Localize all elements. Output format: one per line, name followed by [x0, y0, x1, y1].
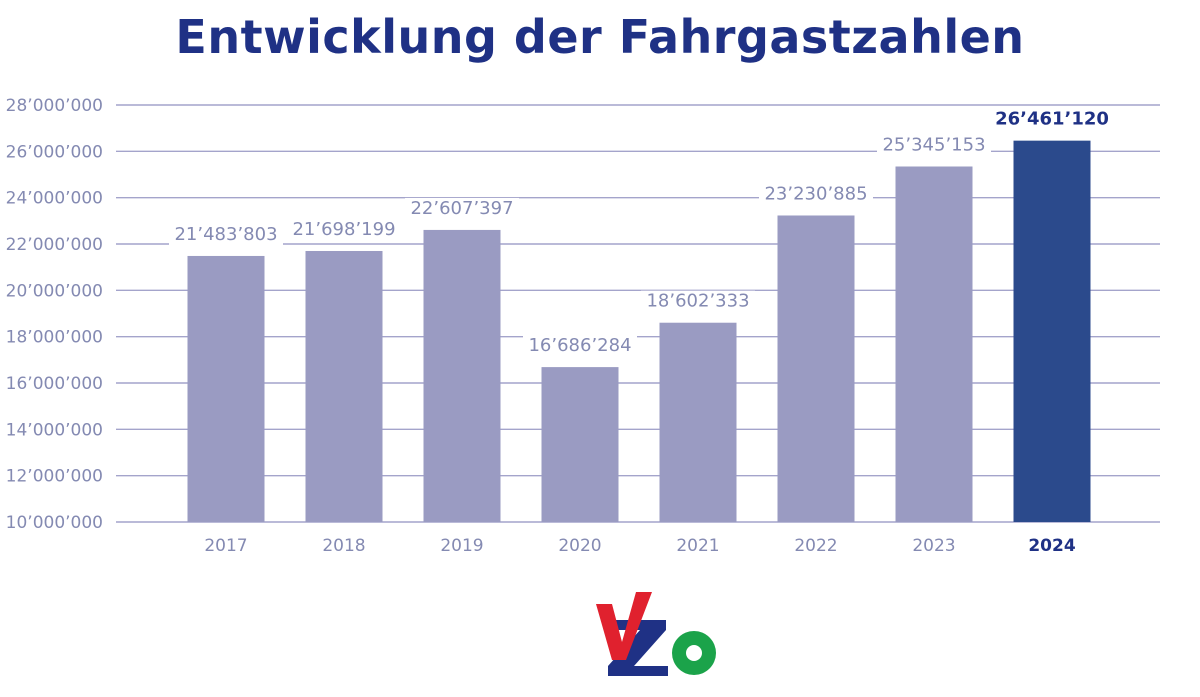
bar-2021: [659, 322, 737, 522]
x-tick-label-2020: 2020: [558, 536, 601, 556]
data-label-bg: [641, 290, 755, 313]
x-tick-label-2021: 2021: [676, 536, 719, 556]
data-label-bg: [169, 223, 283, 246]
data-label-bg: [523, 335, 637, 358]
data-label-bg: [405, 197, 519, 220]
data-label-bg: [287, 218, 401, 241]
bar-2020: [541, 367, 619, 522]
y-tick-label: 26’000’000: [6, 142, 103, 162]
x-tick-label-2019: 2019: [440, 536, 483, 556]
y-tick-label: 12’000’000: [6, 467, 103, 487]
x-tick-label-2024: 2024: [1028, 536, 1075, 556]
logo-z-shape: [608, 620, 668, 676]
y-tick-label: 10’000’000: [6, 513, 103, 533]
data-label-bg: [877, 134, 991, 157]
y-tick-label: 20’000’000: [6, 281, 103, 301]
y-tick-label: 24’000’000: [6, 189, 103, 209]
data-label-bg: [995, 108, 1109, 131]
bar-2023: [895, 166, 973, 522]
bar-2022: [777, 215, 855, 522]
data-label-2023: 25’345’153: [882, 135, 985, 156]
bar-2018: [305, 250, 383, 522]
x-tick-label-2023: 2023: [912, 536, 955, 556]
y-tick-label: 18’000’000: [6, 328, 103, 348]
data-label-2018: 21’698’199: [292, 219, 395, 240]
data-label-2022: 23’230’885: [764, 183, 867, 204]
x-tick-label-2022: 2022: [794, 536, 837, 556]
data-label-2020: 16’686’284: [528, 335, 631, 356]
data-label-2017: 21’483’803: [174, 224, 277, 245]
bar-2017: [187, 255, 265, 522]
y-tick-label: 22’000’000: [6, 235, 103, 255]
data-label-bg: [759, 183, 873, 206]
bar-2024: [1013, 140, 1091, 522]
x-tick-label-2018: 2018: [322, 536, 365, 556]
logo-v-shape: [596, 592, 652, 660]
y-tick-label: 14’000’000: [6, 420, 103, 440]
bar-2019: [423, 229, 501, 522]
y-tick-label: 28’000’000: [6, 96, 103, 116]
y-tick-label: 16’000’000: [6, 374, 103, 394]
bar-chart: 10’000’000 12’000’000 14’000’000 16’000’000…: [6, 96, 1160, 556]
x-tick-label-2017: 2017: [204, 536, 247, 556]
logo-o-hole: [686, 645, 702, 661]
chart-title: Entwicklung der Fahrgastzahlen: [175, 10, 1025, 64]
vzo-logo: [596, 592, 716, 676]
data-label-2021: 18’602’333: [646, 291, 749, 312]
data-label-2024: 26’461’120: [995, 109, 1109, 130]
data-label-2019: 22’607’397: [410, 198, 513, 219]
